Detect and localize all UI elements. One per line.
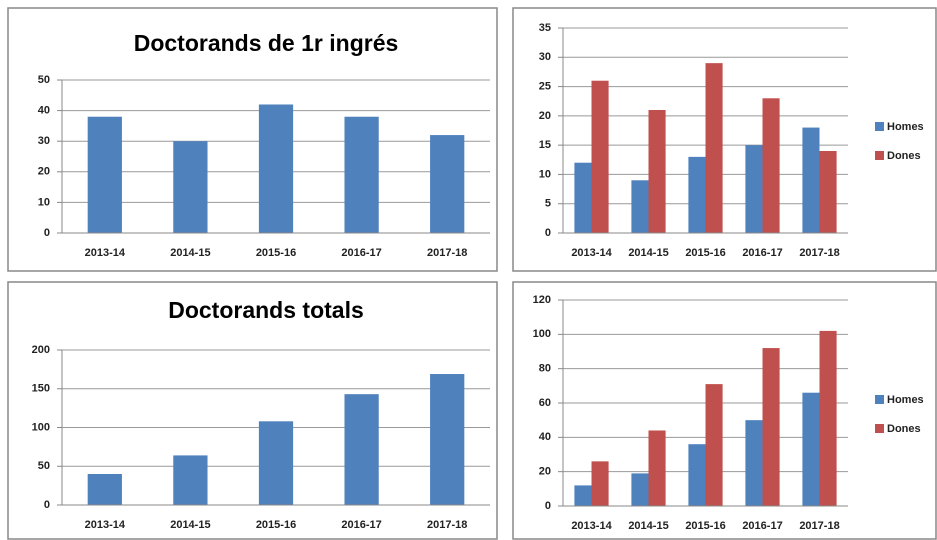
x-tick-label: 2017-18 [799,520,839,532]
x-tick-label: 2014-15 [170,247,210,259]
x-tick-label: 2016-17 [742,247,782,259]
bar [87,116,122,233]
x-tick-label: 2013-14 [85,247,126,259]
bar [648,110,666,233]
y-tick-label: 50 [38,74,50,86]
y-tick-label: 40 [539,431,551,443]
bar [631,473,649,506]
y-tick-label: 150 [32,383,50,395]
bar [430,374,465,505]
legend-label: Homes [887,394,924,406]
bar [802,127,820,233]
bar [688,156,706,233]
bar [802,392,820,506]
bar [344,116,379,233]
y-tick-label: 80 [539,363,551,375]
x-tick-label: 2013-14 [571,520,612,532]
bar [258,104,294,233]
y-tick-label: 20 [539,110,551,122]
x-tick-label: 2014-15 [628,247,668,259]
x-tick-label: 2013-14 [85,519,126,531]
bar [591,80,609,233]
bar [173,141,208,233]
bar [173,455,208,505]
y-tick-label: 50 [38,460,50,472]
bar [819,151,837,233]
x-tick-label: 2015-16 [256,247,296,259]
bar [591,461,609,506]
bar [705,63,723,234]
chart-title: Doctorands totals [168,297,364,323]
bar [745,420,763,506]
legend-label: Homes [887,121,924,133]
legend-swatch [875,395,884,404]
bar [688,444,706,506]
bar [745,145,763,233]
y-tick-label: 0 [545,227,551,239]
y-tick-label: 20 [38,166,50,178]
y-tick-label: 20 [539,466,551,478]
x-tick-label: 2016-17 [341,519,381,531]
y-tick-label: 30 [38,135,50,147]
x-tick-label: 2016-17 [341,247,381,259]
x-tick-label: 2015-16 [685,520,725,532]
bar [574,162,592,233]
x-tick-label: 2015-16 [256,519,296,531]
y-tick-label: 0 [545,500,551,512]
y-tick-label: 0 [44,499,50,511]
legend-swatch [875,122,884,131]
x-tick-label: 2013-14 [571,247,612,259]
bar [631,180,649,233]
x-tick-label: 2017-18 [427,247,467,259]
bar [648,430,666,506]
x-tick-label: 2014-15 [628,520,668,532]
y-tick-label: 60 [539,397,551,409]
legend-swatch [875,424,884,433]
legend-swatch [875,151,884,160]
bar [762,348,780,506]
panel [512,281,937,540]
y-tick-label: 0 [44,227,50,239]
x-tick-label: 2015-16 [685,247,725,259]
bar [344,394,379,505]
y-tick-label: 10 [539,168,551,180]
x-tick-label: 2014-15 [170,519,210,531]
legend-label: Dones [887,423,921,435]
bar [819,330,837,506]
x-tick-label: 2016-17 [742,520,782,532]
y-tick-label: 40 [38,105,50,117]
bar [705,384,723,506]
x-tick-label: 2017-18 [799,247,839,259]
bar [430,135,465,233]
chart-title: Doctorands de 1r ingrés [134,30,399,56]
y-tick-label: 35 [539,22,551,34]
y-tick-label: 100 [533,328,551,340]
legend-label: Dones [887,150,921,162]
y-tick-label: 15 [539,139,551,151]
y-tick-label: 100 [32,421,50,433]
y-tick-label: 200 [32,344,50,356]
bar [258,421,294,505]
x-tick-label: 2017-18 [427,519,467,531]
y-tick-label: 10 [38,196,50,208]
y-tick-label: 30 [539,51,551,63]
bar [762,98,780,234]
bar [574,485,592,506]
y-tick-label: 25 [539,80,551,92]
y-tick-label: 5 [545,198,551,210]
bar [87,474,122,505]
panel [7,281,498,540]
y-tick-label: 120 [533,294,551,306]
